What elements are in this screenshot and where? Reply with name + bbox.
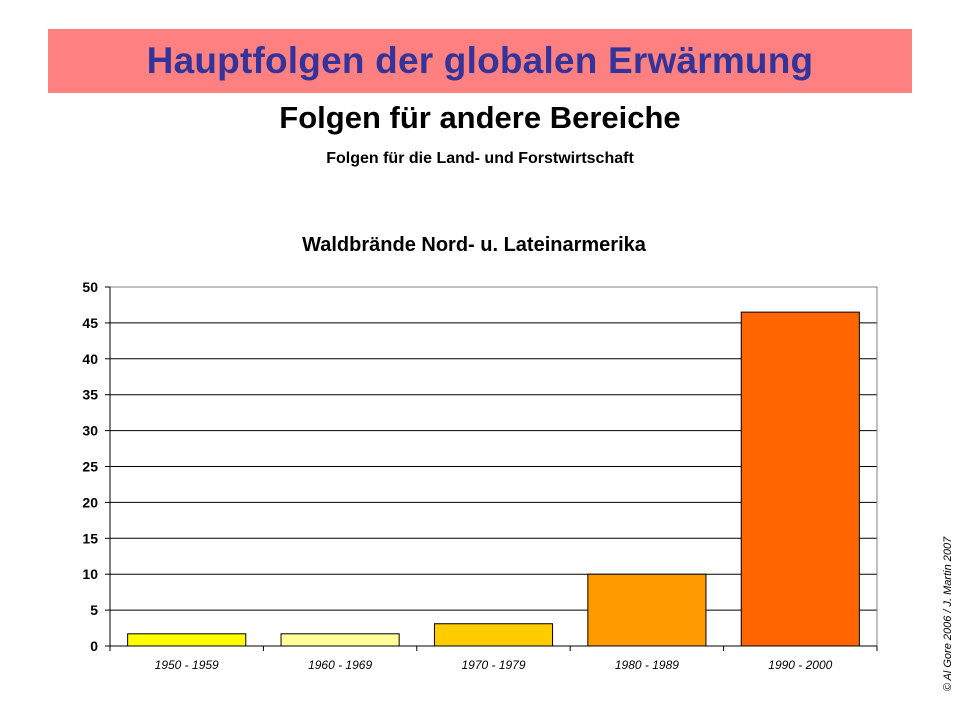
bar-1970-1979	[433, 623, 554, 647]
y-tick-label: 40	[82, 351, 98, 367]
bar-1950-1959	[127, 633, 247, 647]
copyright-note: © Al Gore 2006 / J. Martin 2007	[942, 536, 954, 692]
y-tick-label: 35	[82, 387, 98, 403]
y-tick-label: 20	[82, 494, 98, 510]
x-tick-label: 1950 - 1959	[155, 658, 219, 672]
y-tick-label: 50	[82, 279, 98, 295]
bar-1960-1969	[280, 633, 400, 647]
y-tick-label: 10	[82, 566, 98, 582]
bar-1990-2000	[740, 311, 860, 647]
x-tick-label: 1990 - 2000	[768, 658, 832, 672]
axes	[105, 286, 878, 651]
y-tick-label: 5	[90, 602, 98, 618]
y-tick-label: 15	[82, 530, 98, 546]
bars	[127, 311, 860, 647]
x-tick-label: 1970 - 1979	[461, 658, 525, 672]
x-tick-label: 1960 - 1969	[308, 658, 372, 672]
section-heading: Folgen für die Land- und Forstwirtschaft	[326, 150, 634, 167]
chart-title: Waldbrände Nord- u. Lateinarmerika	[302, 234, 647, 256]
y-axis-tick-labels: 0 5 10 15 20 25 30 35 40 45 50	[82, 279, 98, 654]
x-tick-label: 1980 - 1989	[615, 658, 679, 672]
x-axis-tick-labels: 1950 - 1959 1960 - 1969 1970 - 1979 1980 - …	[155, 658, 833, 672]
y-tick-label: 30	[82, 423, 98, 439]
bar-1980-1989	[587, 573, 707, 647]
page-subtitle: Folgen für andere Bereiche	[279, 100, 681, 135]
y-tick-label: 0	[90, 638, 98, 654]
page-title: Hauptfolgen der globalen Erwärmung	[146, 40, 814, 81]
title-banner: Hauptfolgen der globalen Erwärmung	[48, 29, 912, 93]
y-tick-label: 45	[82, 315, 98, 331]
y-tick-label: 25	[82, 459, 98, 475]
